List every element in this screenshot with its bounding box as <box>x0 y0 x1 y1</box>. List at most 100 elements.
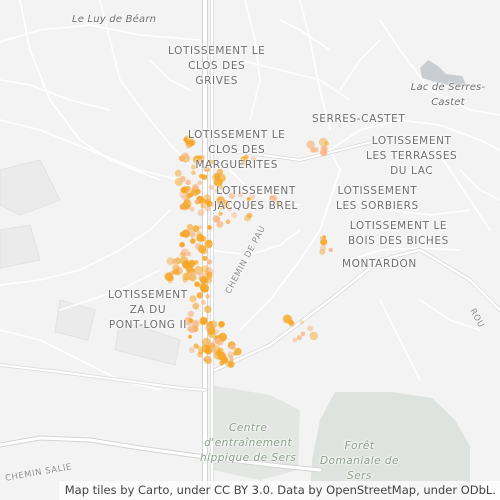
heat-point <box>188 270 197 279</box>
heat-point <box>232 351 237 356</box>
heat-point <box>288 319 294 326</box>
heat-point <box>193 343 199 349</box>
heat-point <box>269 195 276 203</box>
heat-point <box>201 265 210 273</box>
heat-point <box>292 337 298 343</box>
heat-point <box>309 331 319 341</box>
heat-point <box>212 215 220 223</box>
heat-point <box>193 155 202 165</box>
heat-point <box>197 180 202 186</box>
heat-point <box>181 194 187 200</box>
heat-point <box>209 320 218 329</box>
heat-point <box>198 173 204 179</box>
heat-point <box>189 206 195 212</box>
heat-point <box>231 211 238 219</box>
heat-point <box>188 324 195 331</box>
heat-point <box>181 202 189 210</box>
heat-point <box>313 147 319 153</box>
place-label-serres-castet: SERRES-CASTET <box>312 113 406 125</box>
heat-point <box>328 247 333 253</box>
heat-point <box>209 185 214 190</box>
heat-point <box>211 347 217 353</box>
heat-point <box>219 185 225 191</box>
place-label-centre-entrainement: Centre d'entraînement hippique de Sers <box>200 422 297 464</box>
heat-point <box>188 334 192 339</box>
heat-point <box>183 137 188 142</box>
heat-point <box>214 337 222 345</box>
heat-point <box>204 199 211 206</box>
heat-point <box>215 329 220 334</box>
heat-point <box>188 318 194 323</box>
heat-point <box>198 245 207 254</box>
heat-point <box>206 259 212 265</box>
heat-point <box>175 270 181 276</box>
heat-point <box>179 175 186 182</box>
heat-point <box>196 233 205 242</box>
heat-point <box>225 219 231 224</box>
heat-point <box>202 318 207 323</box>
heat-point <box>194 281 200 288</box>
heat-point <box>174 169 182 177</box>
heat-point <box>207 326 216 335</box>
place-label-clos-des-marguerites: LOTISSEMENT LE CLOS DES MARGUERITES <box>188 129 286 171</box>
heat-point <box>179 241 185 248</box>
heat-point <box>228 361 234 366</box>
heat-point <box>187 310 195 318</box>
heat-point <box>218 211 223 216</box>
heat-point <box>164 272 174 282</box>
heat-point <box>210 202 215 207</box>
heat-point <box>237 191 243 197</box>
heat-point <box>206 271 213 278</box>
heat-point <box>306 140 315 149</box>
place-label-les-sorbiers: LOTISSEMENT LES SORBIERS <box>336 185 419 212</box>
equestrian-centre-area <box>210 385 300 480</box>
heat-point <box>192 320 199 327</box>
heat-point <box>203 166 210 172</box>
map-attribution[interactable]: Map tiles by Carto, under CC BY 3.0. Dat… <box>58 481 500 500</box>
heat-point <box>179 251 186 258</box>
heat-point <box>181 229 190 238</box>
heat-point <box>186 144 191 149</box>
heat-point <box>297 335 302 341</box>
heat-point <box>227 206 232 211</box>
heat-point <box>205 294 210 299</box>
heat-point <box>189 347 195 353</box>
heat-point <box>320 148 328 157</box>
heat-point <box>324 141 330 147</box>
heat-point <box>217 351 226 361</box>
heat-point <box>186 251 192 257</box>
heat-point <box>200 299 207 305</box>
heat-point <box>191 188 200 196</box>
heat-point <box>189 232 196 239</box>
heat-point <box>189 295 197 303</box>
heat-point <box>207 239 212 244</box>
heat-point <box>319 248 326 255</box>
heat-point <box>249 194 256 200</box>
heat-point <box>185 179 191 186</box>
heat-point <box>243 161 249 166</box>
heat-point <box>198 225 203 230</box>
place-label-luy-de-bearn: Le Luy de Béarn <box>72 14 157 25</box>
heat-point <box>192 225 200 233</box>
place-label-bois-des-biches: LOTISSEMENT LE BOIS DES BICHES <box>348 220 449 247</box>
heat-point <box>213 172 221 180</box>
heat-point <box>300 331 306 337</box>
place-label-za-pont-long: LOTISSEMENT ZA DU PONT-LONG II <box>108 289 188 331</box>
heat-point <box>318 137 328 147</box>
heat-point <box>206 344 212 351</box>
heat-point <box>229 344 236 351</box>
heat-point <box>182 272 190 281</box>
heat-point <box>246 212 253 219</box>
forest-area <box>310 392 470 500</box>
heat-point <box>205 355 211 361</box>
place-label-lac-serres-castet: Lac de Serres-Castet <box>410 82 486 108</box>
heat-point <box>319 245 327 252</box>
heat-point <box>188 139 196 146</box>
heat-point <box>228 354 233 360</box>
heat-point <box>208 159 214 165</box>
heat-point <box>192 303 198 309</box>
heat-point <box>200 276 208 284</box>
heat-point <box>203 305 212 314</box>
